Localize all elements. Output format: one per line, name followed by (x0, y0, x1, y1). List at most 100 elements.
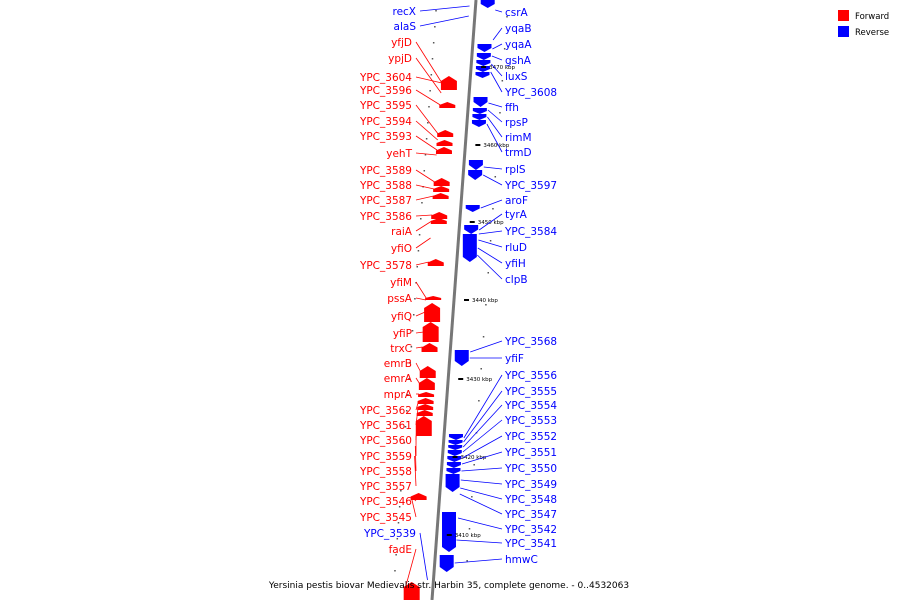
major-tick (452, 456, 458, 458)
minor-tick (473, 464, 475, 466)
leader-line (477, 254, 503, 280)
reverse-gene-arrow (472, 114, 487, 120)
reverse-gene-arrow (446, 468, 461, 474)
reverse-gene-label: YPC_3542 (504, 524, 557, 536)
forward-gene-label: emrB (384, 358, 412, 370)
major-tick (481, 66, 487, 68)
leader-line (463, 374, 503, 439)
scale-ticks: 3470 kbp 3460 kbp 3450 kbp 3440 kbp 3430 kbp… (394, 10, 516, 572)
forward-gene-arrow (436, 140, 453, 146)
forward-gene-label: emrA (384, 373, 413, 385)
forward-gene-label: YPC_3545 (359, 512, 412, 524)
forward-gene-arrow (424, 303, 441, 322)
reverse-gene-label: YPC_3597 (504, 180, 557, 192)
forward-gene-arrow (439, 102, 456, 108)
major-tick (469, 221, 475, 223)
reverse-gene-label: ffh (505, 102, 519, 114)
reverse-gene-label: YPC_3551 (504, 447, 557, 459)
forward-gene-label: YPC_3578 (359, 260, 412, 272)
forward-gene-arrow (415, 416, 432, 436)
forward-gene-label: yfiQ (391, 311, 412, 323)
forward-gene-arrow (431, 212, 448, 219)
minor-tick (489, 240, 492, 242)
minor-tick (503, 48, 506, 50)
reverse-gene-arrow (464, 225, 479, 234)
forward-gene-arrow (427, 259, 444, 266)
leader-line (454, 558, 503, 564)
reverse-gene-arrow (471, 120, 486, 127)
forward-gene-label: YPC_3588 (359, 180, 412, 192)
forward-gene-label: YPC_3561 (359, 420, 412, 432)
minor-tick (494, 176, 497, 178)
forward-gene-label: mprA (384, 389, 413, 401)
leader-line (478, 230, 503, 235)
major-tick (446, 534, 452, 536)
minor-tick (487, 272, 490, 274)
reverse-gene-label: YPC_3608 (504, 87, 557, 99)
reverse-gene-arrow (446, 462, 461, 468)
scale-tick-label: 3470 kbp (489, 65, 515, 71)
leader-line (415, 152, 437, 156)
legend: Forward Reverse (838, 10, 889, 38)
leader-line (415, 281, 427, 299)
reverse-gene-label: yfiF (505, 353, 524, 365)
minor-tick (400, 490, 402, 492)
leader-line (415, 104, 439, 135)
reverse-gene-label: YPC_3547 (504, 509, 557, 521)
leader-line (411, 496, 417, 502)
forward-gene-arrow (418, 392, 435, 397)
forward-gene-label: YPC_3595 (359, 100, 412, 112)
forward-gene-arrow (417, 398, 434, 404)
forward-gene-label: yfiM (390, 277, 412, 289)
reverse-gene-label: csrA (505, 7, 529, 19)
scale-tick-label: 3450 kbp (478, 220, 504, 226)
reverse-gene-arrow (476, 53, 491, 60)
forward-gene-arrow (422, 322, 439, 342)
genome-backbone (430, 0, 478, 600)
leader-line (491, 63, 503, 77)
forward-gene-arrow (432, 193, 449, 199)
reverse-gene-arrow (442, 512, 457, 552)
reverse-gene-label: rimM (505, 132, 532, 144)
forward-gene-arrow (440, 76, 457, 90)
reverse-gene-arrow (462, 234, 477, 262)
leader-line (415, 184, 435, 190)
reverse-gene-arrow (448, 440, 463, 445)
forward-gene-label: YPC_3559 (359, 451, 412, 463)
leader-line (487, 109, 503, 123)
leader-line (415, 57, 442, 94)
forward-gene-arrow (437, 130, 454, 137)
minor-tick (404, 426, 407, 428)
legend-reverse-label: Reverse (855, 28, 889, 38)
reverse-gene-label: tyrA (505, 209, 528, 221)
minor-tick (501, 80, 504, 82)
forward-gene-arrow (430, 218, 447, 224)
leader-line (462, 435, 503, 459)
leader-line (415, 220, 433, 232)
forward-gene-arrow (418, 378, 435, 390)
reverse-gene-arrow (468, 160, 483, 170)
leader-line (415, 76, 443, 84)
reverse-gene-arrow (473, 97, 488, 107)
leader-line (415, 362, 422, 373)
leader-line (461, 467, 503, 472)
leader-line (415, 89, 441, 106)
forward-gene-label: yfiO (391, 243, 412, 255)
minor-tick (425, 138, 428, 140)
forward-gene-label: fadE (389, 544, 412, 556)
forward-gene-arrow (416, 410, 433, 416)
leader-line (492, 43, 503, 50)
leader-line (461, 451, 503, 465)
leader-line (415, 169, 435, 183)
leader-line (460, 479, 503, 485)
minor-tick (420, 218, 422, 220)
minor-tick (431, 58, 434, 60)
minor-tick (496, 144, 499, 146)
forward-gene-arrow (421, 343, 438, 352)
minor-tick (409, 362, 411, 364)
leader-line (415, 400, 419, 411)
minor-tick (423, 170, 426, 172)
reverse-gene-label: YPC_3554 (504, 400, 557, 412)
